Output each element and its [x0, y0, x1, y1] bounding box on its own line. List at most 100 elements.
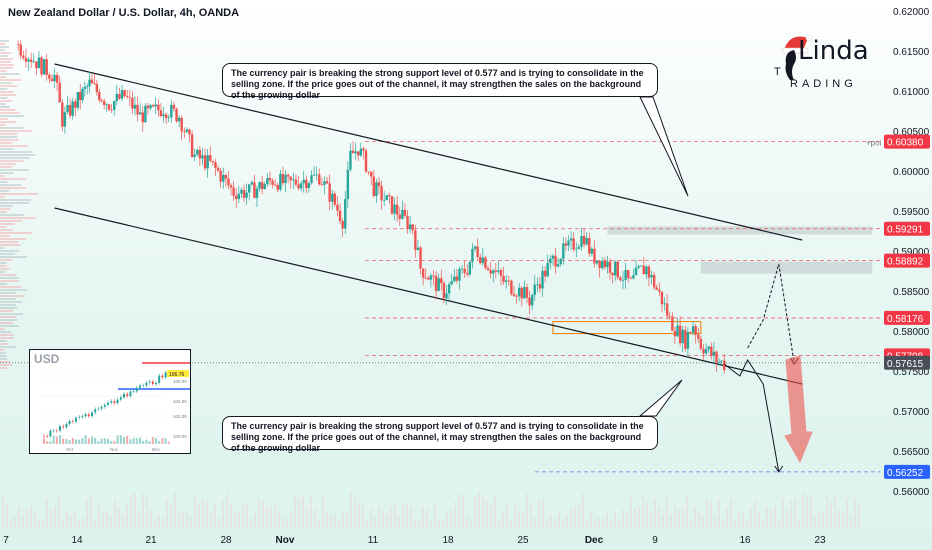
volume-bar	[686, 496, 688, 528]
volume-bar	[334, 514, 336, 528]
volume-profile-bar	[0, 133, 18, 135]
volume-profile-bar	[0, 295, 26, 297]
y-tick-label: 0.61500	[893, 47, 930, 58]
price-level-tag	[884, 221, 930, 236]
candle-body	[582, 236, 586, 245]
inset-candle-body	[68, 420, 71, 424]
price-level-label: 0.57615	[887, 359, 924, 370]
candle-body	[263, 184, 266, 190]
volume-bar	[566, 514, 568, 528]
volume-bar	[798, 519, 800, 528]
candle-body	[315, 174, 318, 176]
volume-bar	[854, 498, 856, 528]
candle-body	[27, 59, 30, 62]
volume-bar	[178, 513, 180, 528]
volume-bar	[714, 515, 716, 528]
volume-profile-bar	[0, 58, 13, 60]
candle-body	[149, 105, 152, 109]
inset-title: USD	[34, 352, 60, 366]
candle-body	[242, 189, 246, 198]
candle-body	[157, 104, 160, 111]
candle-body	[144, 105, 147, 123]
candle-body	[520, 287, 523, 299]
inset-candle-body	[97, 408, 100, 410]
inset-volume-bar	[100, 438, 103, 444]
candle-body	[421, 268, 425, 278]
volume-bar	[182, 511, 184, 528]
volume-bar	[850, 516, 852, 528]
volume-bar	[446, 512, 448, 528]
volume-profile-bar	[0, 238, 27, 240]
volume-bar	[378, 507, 380, 528]
volume-bar	[134, 493, 136, 528]
y-tick-label: 0.59000	[893, 247, 930, 258]
inset-candle-body	[52, 430, 55, 432]
candle-body	[318, 174, 321, 185]
volume-profile-bar	[0, 358, 8, 360]
candle-body	[235, 195, 238, 200]
woman-silhouette-icon	[785, 50, 796, 80]
volume-bar	[214, 504, 216, 528]
volume-bar	[450, 509, 452, 528]
candle-body	[297, 184, 300, 189]
volume-bar	[162, 517, 164, 528]
candle-body	[336, 204, 339, 211]
volume-profile-bar	[0, 349, 5, 351]
volume-bar	[294, 494, 296, 528]
volume-bar	[598, 517, 600, 528]
candle-body	[385, 195, 388, 200]
candle-body	[138, 112, 142, 115]
candle-body	[16, 44, 20, 45]
candle-body	[273, 184, 277, 186]
volume-bar	[550, 514, 552, 528]
volume-bar	[126, 503, 128, 528]
volume-profile-bar	[0, 136, 18, 138]
volume-bar	[690, 518, 692, 528]
inset-volume-bar	[145, 439, 148, 444]
volume-profile-bar	[0, 163, 16, 165]
candle-body	[393, 204, 396, 214]
candle-body	[655, 287, 658, 290]
inset-volume-bar	[161, 437, 164, 444]
volume-bar	[578, 506, 580, 528]
scenario-arrowhead	[774, 465, 784, 473]
callout-bottom: The currency pair is breaking the strong…	[222, 416, 658, 453]
inset-candle-body	[113, 401, 116, 404]
volume-bar	[242, 505, 244, 528]
x-tick-label: 21	[145, 535, 157, 546]
x-tick-label: 9	[652, 535, 658, 546]
volume-bar	[766, 507, 768, 528]
volume-bar	[322, 495, 324, 528]
volume-bar	[810, 494, 812, 528]
volume-bar	[150, 509, 152, 528]
volume-bar	[382, 512, 384, 528]
candle-body	[209, 155, 212, 161]
candle-body	[717, 361, 721, 363]
candle-body	[517, 287, 521, 297]
volume-bar	[58, 494, 60, 528]
volume-bar	[2, 495, 4, 528]
candle-body	[68, 105, 72, 116]
candle-body	[55, 74, 59, 83]
x-tick-label: Nov	[276, 535, 295, 546]
volume-bar	[650, 511, 652, 528]
candles	[16, 40, 726, 374]
volume-profile-bar	[0, 199, 31, 201]
channel-upper-line	[54, 63, 803, 241]
candle-body	[180, 117, 183, 132]
volume-bar	[286, 517, 288, 528]
y-tick-label: 0.60000	[893, 167, 930, 178]
target-down-arrow	[784, 355, 813, 464]
candle-body	[608, 261, 612, 273]
candle-body	[190, 134, 194, 157]
volume-profile-bar	[0, 337, 14, 339]
candle-body	[131, 97, 134, 109]
volume-bar	[774, 505, 776, 528]
price-level-label: 0.60380	[887, 138, 924, 149]
volume-profile-bar	[0, 91, 14, 93]
candle-body	[523, 287, 526, 299]
volume-bar	[10, 519, 12, 528]
candle-body	[123, 90, 126, 97]
inset-candle-body	[110, 401, 113, 403]
